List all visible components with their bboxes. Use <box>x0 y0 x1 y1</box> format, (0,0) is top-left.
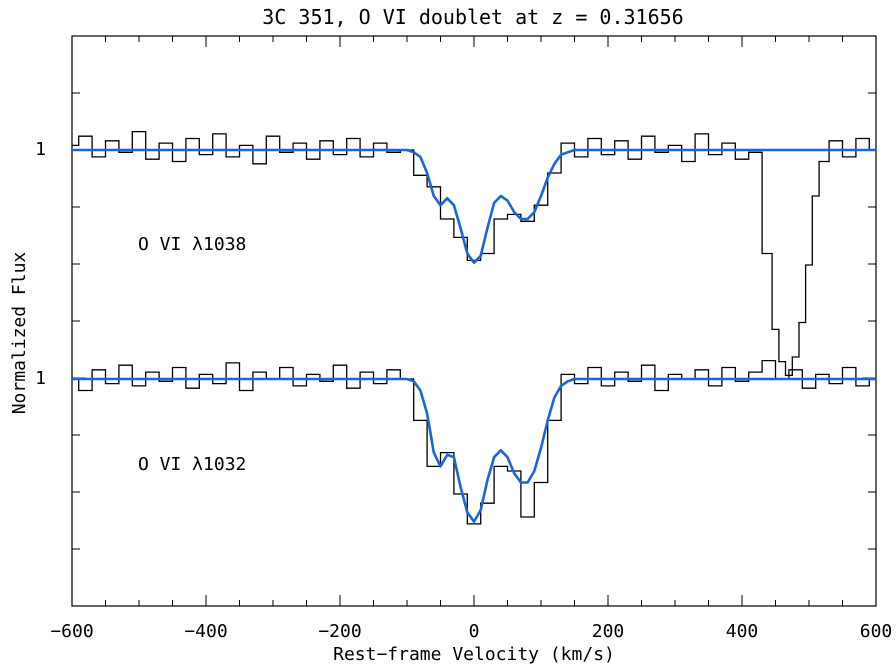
x-tick-label: 200 <box>592 621 625 642</box>
flux-histogram-1 <box>72 130 876 377</box>
x-tick-label: −600 <box>50 621 93 642</box>
y-tick-label: 1 <box>35 139 46 160</box>
panel-label: O VI λ1038 <box>138 234 246 255</box>
x-tick-label: −200 <box>318 621 361 642</box>
y-axis-label: Normalized Flux <box>9 252 30 415</box>
panel-label: O VI λ1032 <box>138 454 246 475</box>
y-tick-labels: 11 <box>35 139 46 389</box>
fit-line-2 <box>72 377 876 523</box>
y-tick-label: 1 <box>35 368 46 389</box>
chart-title: 3C 351, O VI doublet at z = 0.31656 <box>262 5 683 29</box>
panel-labels: O VI λ1038 O VI λ1032 <box>138 234 246 475</box>
x-tick-label: 0 <box>469 621 480 642</box>
x-tick-labels: −600 −400 −200 0 200 400 600 <box>50 621 892 642</box>
x-tick-label: 600 <box>860 621 893 642</box>
fit-line-1 <box>72 148 876 264</box>
x-axis-label: Rest−frame Velocity (km/s) <box>333 644 615 665</box>
x-tick-label: 400 <box>726 621 759 642</box>
x-tick-label: −400 <box>184 621 227 642</box>
axis-ticks <box>71 36 877 606</box>
flux-histogram-2 <box>72 359 876 525</box>
series-group <box>72 130 876 525</box>
